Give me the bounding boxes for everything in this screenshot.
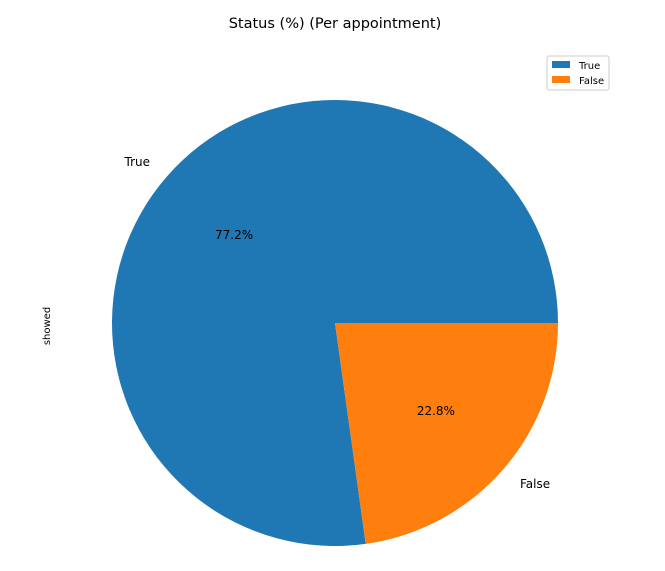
legend-label-true: True [578, 61, 600, 72]
legend: True False [546, 55, 610, 91]
percent-label-true: 77.2% [215, 228, 253, 242]
legend-label-false: False [579, 76, 604, 87]
chart-title: Status (%) (Per appointment) [229, 16, 442, 32]
legend-swatch-false [552, 76, 570, 83]
slice-label-false: False [520, 477, 550, 491]
y-axis-label: showed [42, 307, 53, 345]
percent-label-false: 22.8% [417, 404, 455, 418]
slice-label-true: True [124, 155, 151, 169]
pie-labels: True 77.2% False 22.8% [124, 155, 551, 491]
pie-slice-false [335, 323, 558, 544]
pie-slice-true [112, 99, 559, 546]
legend-swatch-true [552, 61, 570, 68]
pie-slices [112, 99, 559, 546]
